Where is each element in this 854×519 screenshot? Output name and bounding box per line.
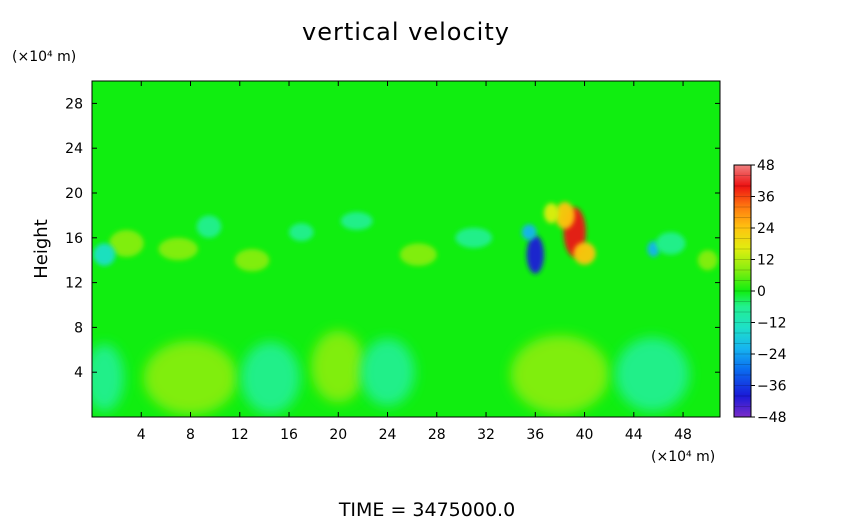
colorbar-tick-label: −12 (757, 316, 787, 332)
velocity-feature (234, 249, 270, 272)
velocity-feature (510, 335, 610, 414)
plot-frame (91, 80, 721, 418)
x-tick-label: 36 (526, 427, 544, 443)
velocity-feature (399, 243, 437, 266)
time-footer: TIME = 3475000.0 (338, 499, 515, 519)
colorbar-tick-label: −36 (757, 379, 787, 395)
x-tick-label: 28 (428, 427, 446, 443)
velocity-feature (289, 223, 314, 242)
y-tick-label: 8 (74, 320, 83, 336)
x-tick-label: 32 (477, 427, 495, 443)
velocity-feature (697, 250, 718, 271)
velocity-feature (109, 229, 144, 257)
velocity-feature (573, 242, 596, 265)
velocity-feature (240, 341, 301, 414)
x-tick-label: 44 (625, 427, 643, 443)
velocity-feature (143, 340, 238, 415)
x-axis-unit: (×10⁴ m) (651, 449, 715, 465)
y-axis-label: Height (31, 219, 52, 279)
velocity-feature (92, 344, 125, 412)
colorbar: 48 36 24 12 0 −12 −24 −36 −48 (733, 158, 787, 426)
velocity-feature (360, 338, 415, 406)
x-tick-label: 24 (379, 427, 397, 443)
velocity-feature (543, 203, 559, 224)
y-tick-label: 16 (65, 231, 83, 247)
x-tick-label: 20 (329, 427, 347, 443)
x-tick-label: 12 (231, 427, 249, 443)
colorbar-tick-label: 0 (757, 284, 766, 300)
colorbar-gradient (734, 165, 751, 417)
velocity-feature (340, 212, 373, 230)
velocity-feature (526, 235, 544, 274)
velocity-feature (554, 201, 575, 229)
x-tick-label: 8 (186, 427, 195, 443)
y-tick-label: 12 (65, 276, 83, 292)
colorbar-tick-label: 24 (757, 221, 775, 237)
velocity-feature (158, 237, 198, 261)
colorbar-tick-label: −48 (757, 410, 787, 426)
y-tick-label: 20 (65, 186, 83, 202)
colorbar-tick-label: −24 (757, 347, 787, 363)
colorbar-tick-label: 12 (757, 253, 775, 269)
plot-area (91, 80, 721, 418)
velocity-feature (655, 232, 686, 255)
velocity-feature (455, 227, 493, 248)
velocity-feature (615, 337, 690, 412)
y-tick-label: 28 (65, 96, 83, 112)
velocity-feature (311, 330, 366, 403)
chart-title: vertical velocity (302, 18, 510, 46)
y-tick-label: 24 (65, 141, 83, 157)
colorbar-tick-label: 36 (757, 190, 775, 206)
x-tick-label: 48 (674, 427, 692, 443)
x-tick-label: 16 (280, 427, 298, 443)
y-axis: 4 8 12 16 20 24 28 (65, 96, 720, 381)
x-tick-label: 4 (137, 427, 146, 443)
y-axis-unit: (×10⁴ m) (12, 49, 76, 65)
velocity-feature (196, 215, 222, 238)
x-axis: 4 8 12 16 20 24 28 32 36 40 44 48 (137, 81, 692, 443)
velocity-feature (93, 243, 116, 266)
x-tick-label: 40 (576, 427, 594, 443)
velocity-feature (521, 224, 537, 241)
y-tick-label: 4 (74, 365, 83, 381)
colorbar-tick-label: 48 (757, 158, 775, 174)
